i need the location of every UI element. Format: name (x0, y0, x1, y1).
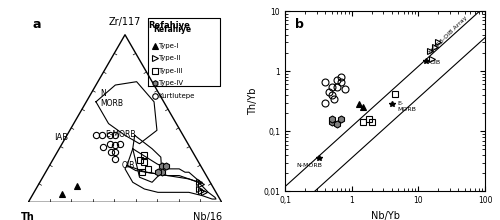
Text: N-MORB: N-MORB (296, 163, 322, 169)
Text: N
MORB: N MORB (100, 89, 123, 108)
Text: OIB: OIB (121, 161, 134, 170)
Text: Type-II: Type-II (158, 55, 180, 61)
X-axis label: Nb/Yb: Nb/Yb (370, 211, 400, 220)
Text: Type-III: Type-III (158, 68, 182, 74)
Text: a: a (32, 18, 40, 31)
Text: E-MORB: E-MORB (106, 130, 136, 139)
Text: b: b (295, 18, 304, 31)
Text: Type-IV: Type-IV (158, 80, 184, 86)
Text: Nb/16: Nb/16 (192, 212, 222, 220)
Text: Zr/117: Zr/117 (109, 17, 141, 27)
Text: E-
MORB: E- MORB (397, 101, 416, 112)
Y-axis label: Th/Yb: Th/Yb (248, 87, 258, 115)
Text: Type-I: Type-I (158, 43, 178, 49)
Text: Kurtlutepe: Kurtlutepe (158, 93, 194, 99)
Text: MORB-OIB Array: MORB-OIB Array (428, 15, 468, 55)
Text: Th: Th (22, 212, 35, 220)
Text: OIB: OIB (430, 60, 441, 65)
Text: Refahiye: Refahiye (148, 21, 190, 30)
Text: IAB: IAB (54, 134, 68, 142)
Text: Refahiye: Refahiye (153, 25, 191, 34)
